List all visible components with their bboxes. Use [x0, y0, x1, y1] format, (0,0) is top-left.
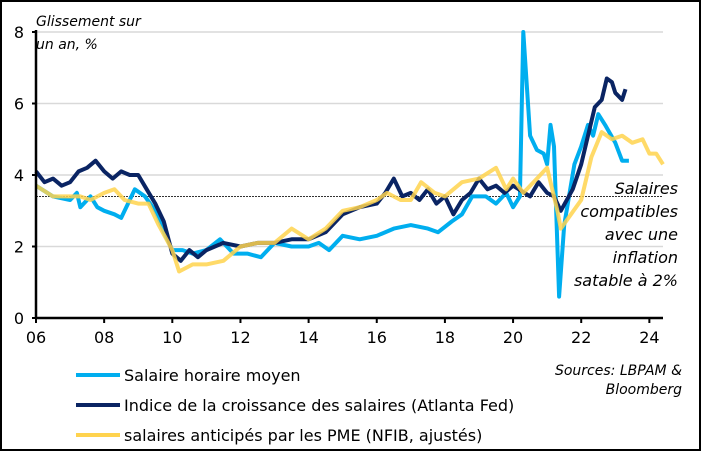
x-tick-label: 20 [503, 328, 523, 347]
reference-line-label: inflation [613, 248, 678, 267]
y-tick-label: 2 [14, 238, 24, 257]
reference-line-label: compatibles [580, 202, 678, 221]
reference-line-label: Salaires [615, 179, 678, 198]
x-tick-label: 12 [230, 328, 250, 347]
x-tick-label: 06 [26, 328, 46, 347]
x-tick-label: 10 [162, 328, 182, 347]
x-tick-label: 16 [367, 328, 387, 347]
x-tick-label: 14 [298, 328, 318, 347]
y-tick-label: 0 [14, 309, 24, 328]
reference-line-label: satable à 2% [574, 271, 678, 290]
y-tick-label: 8 [14, 23, 24, 42]
y-axis-label-line1: Glissement sur [36, 14, 142, 30]
x-tick-label: 08 [94, 328, 114, 347]
reference-line-label: avec une [605, 225, 678, 244]
series-line-0 [34, 30, 629, 299]
legend-label-2: salaires anticipés par les PME (NFIB, aj… [124, 426, 482, 445]
sources-line2: Bloomberg [606, 382, 683, 398]
sources-line1: Sources: LBPAM & [555, 363, 682, 379]
y-tick-label: 6 [14, 95, 24, 114]
x-tick-label: 22 [571, 328, 591, 347]
x-tick-label: 24 [639, 328, 659, 347]
legend-label-0: Salaire horaire moyen [124, 366, 301, 385]
legend-label-1: Indice de la croissance des salaires (At… [124, 396, 514, 415]
x-tick-label: 18 [435, 328, 455, 347]
y-tick-label: 4 [14, 166, 24, 185]
series-line-2 [34, 130, 665, 274]
y-axis-label-line2: un an, % [36, 37, 98, 53]
series-line-1 [34, 76, 628, 263]
